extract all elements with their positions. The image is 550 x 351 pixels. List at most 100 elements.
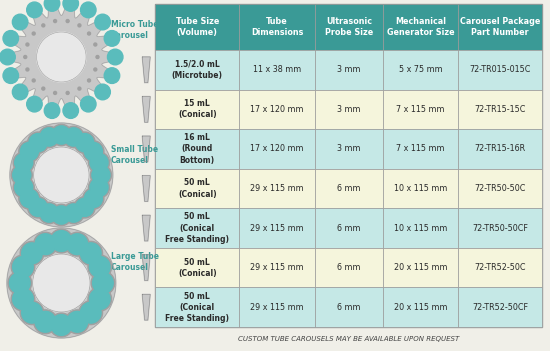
- Polygon shape: [142, 255, 150, 280]
- Text: 17 x 120 mm: 17 x 120 mm: [250, 105, 304, 114]
- FancyBboxPatch shape: [239, 248, 315, 287]
- Text: 20 x 115 mm: 20 x 115 mm: [394, 303, 447, 312]
- Circle shape: [66, 92, 69, 94]
- Text: 7 x 115 mm: 7 x 115 mm: [396, 105, 445, 114]
- Circle shape: [12, 84, 28, 100]
- Text: 6 mm: 6 mm: [337, 303, 360, 312]
- FancyBboxPatch shape: [458, 90, 542, 129]
- Text: Large Tube
Carousel: Large Tube Carousel: [111, 252, 159, 272]
- Circle shape: [27, 2, 42, 18]
- Circle shape: [9, 273, 30, 293]
- Circle shape: [87, 32, 91, 35]
- Circle shape: [88, 255, 112, 279]
- FancyBboxPatch shape: [315, 50, 383, 90]
- Text: 3 mm: 3 mm: [337, 144, 360, 153]
- Circle shape: [92, 273, 113, 293]
- FancyBboxPatch shape: [315, 90, 383, 129]
- FancyBboxPatch shape: [383, 248, 458, 287]
- Circle shape: [90, 153, 108, 172]
- Circle shape: [90, 164, 112, 186]
- Text: Ultrasonic
Probe Size: Ultrasonic Probe Size: [324, 16, 373, 38]
- Text: 72-TR50-50CF: 72-TR50-50CF: [472, 224, 528, 233]
- Text: 29 x 115 mm: 29 x 115 mm: [250, 263, 304, 272]
- FancyBboxPatch shape: [315, 129, 383, 169]
- Circle shape: [107, 49, 123, 65]
- Circle shape: [32, 254, 90, 312]
- Circle shape: [39, 203, 59, 224]
- Circle shape: [67, 311, 87, 332]
- Text: Tube Size
(Volume): Tube Size (Volume): [175, 16, 219, 38]
- FancyBboxPatch shape: [458, 169, 542, 208]
- Circle shape: [91, 271, 115, 295]
- FancyBboxPatch shape: [458, 50, 542, 90]
- FancyBboxPatch shape: [458, 248, 542, 287]
- Text: Small Tube
Carousel: Small Tube Carousel: [111, 145, 158, 165]
- FancyBboxPatch shape: [239, 208, 315, 248]
- Circle shape: [37, 32, 86, 82]
- FancyBboxPatch shape: [383, 129, 458, 169]
- FancyBboxPatch shape: [315, 287, 383, 327]
- FancyBboxPatch shape: [383, 90, 458, 129]
- Circle shape: [10, 123, 113, 227]
- FancyBboxPatch shape: [155, 248, 239, 287]
- Circle shape: [52, 206, 70, 224]
- FancyBboxPatch shape: [239, 90, 315, 129]
- Circle shape: [28, 197, 48, 218]
- FancyBboxPatch shape: [239, 287, 315, 327]
- Polygon shape: [142, 294, 150, 320]
- Circle shape: [52, 126, 70, 144]
- Text: 20 x 115 mm: 20 x 115 mm: [394, 263, 447, 272]
- Text: 50 mL
(Conical
Free Standing): 50 mL (Conical Free Standing): [166, 212, 229, 244]
- FancyBboxPatch shape: [155, 4, 239, 50]
- Circle shape: [12, 14, 28, 30]
- FancyBboxPatch shape: [315, 248, 383, 287]
- Text: Mechanical
Generator Size: Mechanical Generator Size: [387, 16, 454, 38]
- Circle shape: [3, 68, 19, 84]
- FancyBboxPatch shape: [155, 90, 239, 129]
- Circle shape: [104, 68, 120, 84]
- Circle shape: [63, 103, 79, 118]
- FancyBboxPatch shape: [383, 169, 458, 208]
- Circle shape: [66, 20, 69, 22]
- Circle shape: [51, 124, 72, 146]
- Text: 16 mL
(Round
Bottom): 16 mL (Round Bottom): [180, 133, 215, 165]
- FancyBboxPatch shape: [239, 169, 315, 208]
- Circle shape: [11, 164, 32, 186]
- Text: 3 mm: 3 mm: [337, 65, 360, 74]
- FancyBboxPatch shape: [155, 208, 239, 248]
- Text: 15 mL
(Conical): 15 mL (Conical): [178, 99, 217, 119]
- Circle shape: [19, 141, 40, 162]
- Circle shape: [51, 204, 72, 226]
- Circle shape: [83, 188, 104, 209]
- Circle shape: [26, 43, 29, 46]
- Circle shape: [51, 314, 72, 336]
- FancyBboxPatch shape: [239, 50, 315, 90]
- Circle shape: [67, 234, 87, 254]
- Text: 72-TR15-15C: 72-TR15-15C: [475, 105, 526, 114]
- Circle shape: [63, 203, 84, 224]
- Circle shape: [34, 310, 57, 334]
- FancyBboxPatch shape: [383, 50, 458, 90]
- Circle shape: [88, 287, 112, 311]
- Polygon shape: [142, 97, 150, 122]
- Circle shape: [20, 190, 38, 208]
- Circle shape: [95, 14, 111, 30]
- Circle shape: [53, 20, 57, 22]
- Circle shape: [44, 103, 60, 118]
- Polygon shape: [142, 215, 150, 241]
- Circle shape: [7, 228, 116, 338]
- Text: 6 mm: 6 mm: [337, 184, 360, 193]
- Circle shape: [13, 257, 33, 277]
- Text: 6 mm: 6 mm: [337, 263, 360, 272]
- FancyBboxPatch shape: [239, 4, 315, 50]
- Circle shape: [13, 166, 31, 184]
- Circle shape: [65, 310, 89, 334]
- Circle shape: [89, 152, 109, 173]
- Circle shape: [94, 43, 97, 46]
- Text: 17 x 120 mm: 17 x 120 mm: [250, 144, 304, 153]
- FancyBboxPatch shape: [239, 129, 315, 169]
- Text: 5 x 75 mm: 5 x 75 mm: [399, 65, 442, 74]
- Circle shape: [80, 243, 101, 264]
- Text: 10 x 115 mm: 10 x 115 mm: [394, 224, 447, 233]
- Circle shape: [13, 289, 33, 310]
